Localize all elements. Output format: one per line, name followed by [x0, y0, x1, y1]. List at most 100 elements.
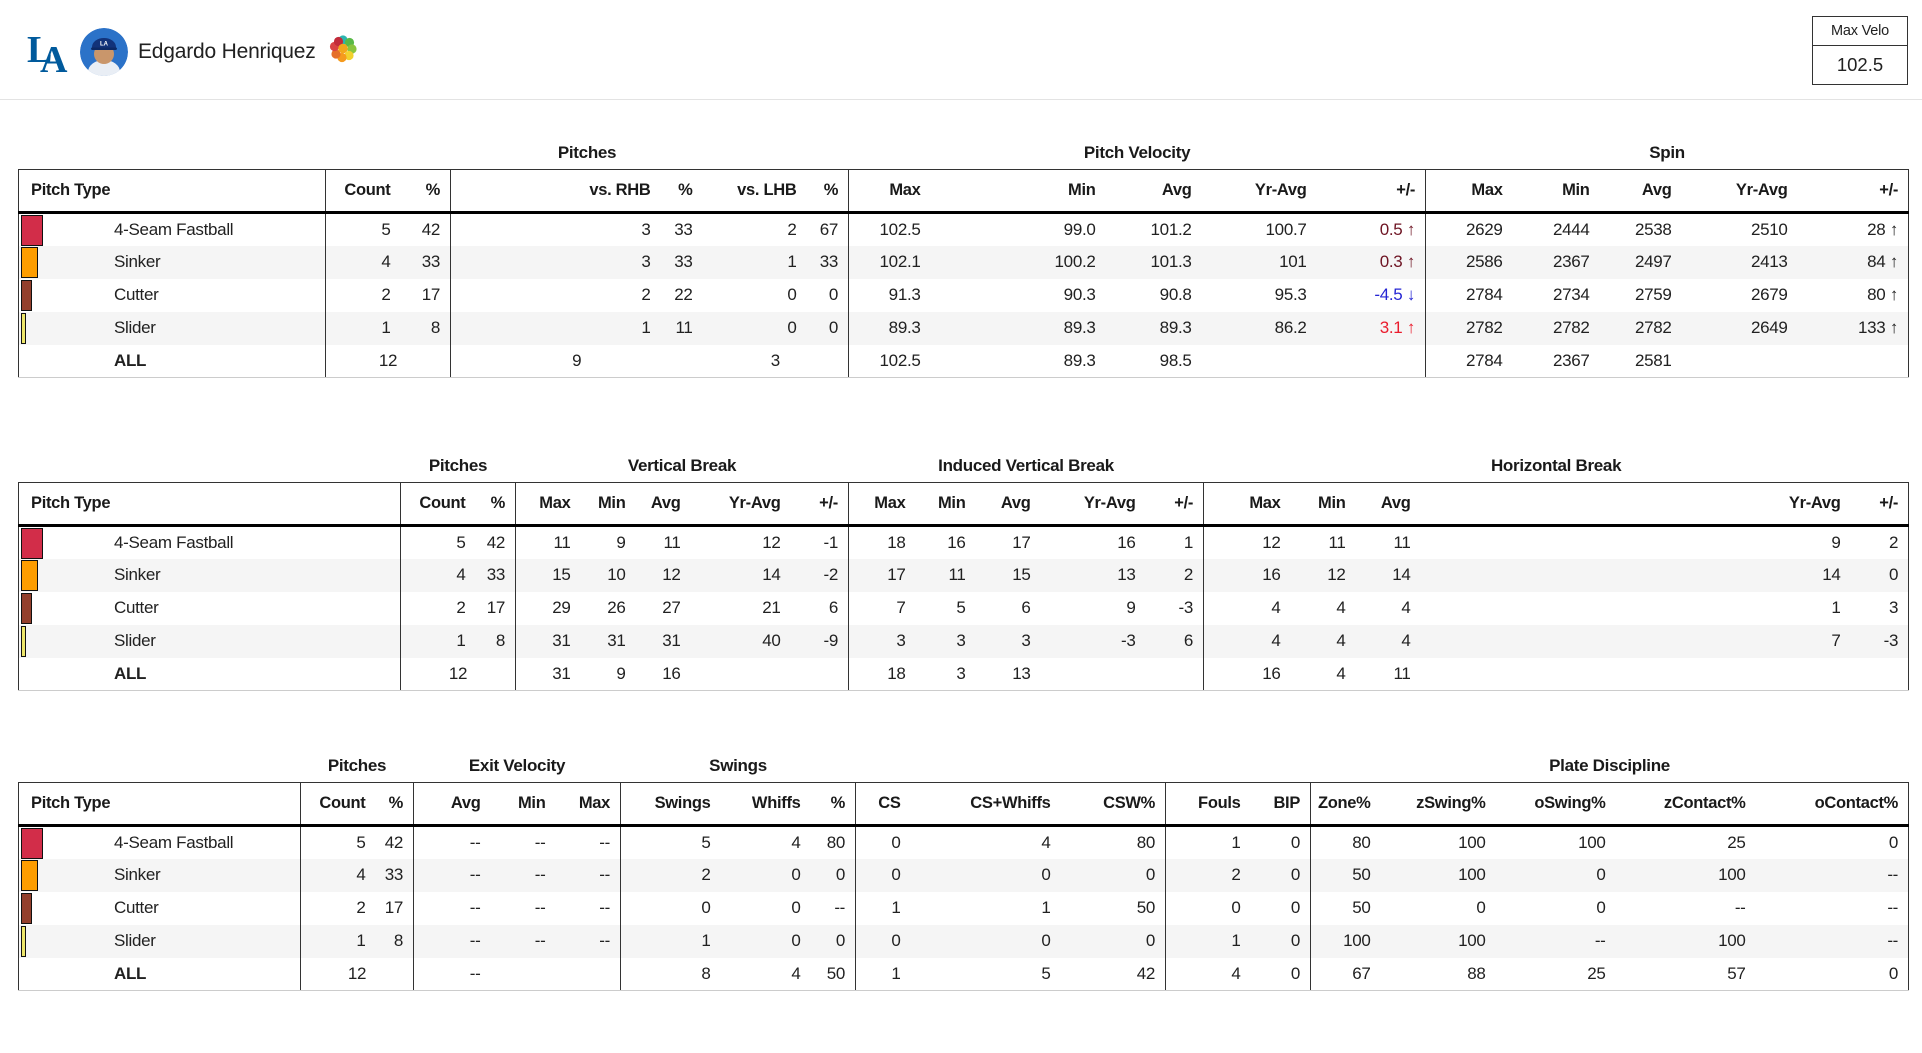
- stat-cell: 9: [580, 657, 636, 691]
- stat-cell: 4: [720, 957, 811, 991]
- column-header: Yr-Avg: [1201, 169, 1317, 214]
- stat-cell: 2784: [1425, 344, 1513, 378]
- stat-cell: 2538: [1634, 219, 1672, 239]
- stat-cell: 2: [1183, 565, 1194, 584]
- group-header: Pitches: [557, 143, 617, 162]
- stat-cell: --: [1755, 891, 1910, 925]
- pitch-type-cell: Cutter: [18, 591, 401, 625]
- stat-cell: 80: [826, 832, 846, 852]
- pitch-type-name: Sinker: [114, 252, 161, 271]
- column-header: Min: [915, 482, 976, 527]
- stat-cell: 0: [1290, 832, 1301, 852]
- stat-cell: 86.2: [1274, 318, 1307, 337]
- stat-cell: 0.3 ↑: [1379, 252, 1416, 271]
- stat-cell: 80: [1136, 832, 1156, 852]
- stat-cell: 11: [1355, 657, 1421, 691]
- stat-cell: 80 ↑: [1797, 278, 1910, 312]
- column-header: Yr-Avg: [690, 482, 791, 527]
- stat-cell: --: [413, 825, 491, 859]
- stat-cell: [555, 957, 621, 991]
- stat-cell: 15: [515, 558, 581, 592]
- stat-cell: 29: [515, 591, 581, 625]
- table-row: Sinker 4 33 -- -- -- 2 0 0 0 0 0 2 0 50 100 0 100 --: [18, 858, 1910, 892]
- stat-cell: 2367: [1512, 344, 1600, 378]
- group-header-row: Pitches Exit Velocity Swings Plate Discipli…: [19, 753, 1909, 783]
- stat-cell: 11: [663, 532, 681, 552]
- stat-cell: [490, 957, 556, 991]
- stat-cell: 0: [1145, 931, 1156, 950]
- table-row: Cutter 2 17 29 26 27 21 6 7 5 6 9 -3 4 4 4 1 3: [18, 591, 1910, 625]
- stat-cell: 14: [762, 565, 781, 584]
- stat-cell: -1: [823, 532, 838, 552]
- pitch-color-swatch: [21, 892, 32, 924]
- column-header: Max: [515, 482, 581, 527]
- stat-cell: [1681, 344, 1798, 378]
- stat-cell: 4: [1336, 598, 1346, 617]
- column-header: CSW%: [1060, 782, 1166, 827]
- stat-cell: 12: [762, 532, 781, 552]
- pitch-type-name: Slider: [114, 631, 156, 650]
- group-header: [19, 753, 301, 783]
- stat-cell: 2629: [1425, 212, 1513, 246]
- column-header: CS+Whiffs: [910, 782, 1061, 827]
- column-header: Avg: [975, 482, 1041, 527]
- column-header-row: Pitch Type Count% vs. RHB% vs. LHB% Max Min Av…: [18, 169, 1910, 214]
- stat-cell: 16: [947, 532, 966, 552]
- stat-cell: 1: [787, 252, 797, 271]
- stat-cell: --: [1755, 858, 1910, 892]
- stat-cell: 14: [1822, 565, 1841, 584]
- stat-cell: 0: [828, 318, 839, 337]
- stat-cell: 89.3: [848, 311, 931, 345]
- column-header: Yr-Avg: [1040, 482, 1146, 527]
- column-header: CS: [855, 782, 911, 827]
- pitch-color-swatch: [21, 279, 32, 311]
- table-row: Slider 1 8 31 31 31 40 -9 3 3 3 -3 6 4 4 4 7 -3: [18, 624, 1910, 658]
- stat-cell: 15: [1012, 565, 1031, 584]
- stat-cell: 4: [1401, 598, 1411, 617]
- column-header: Min: [1512, 169, 1600, 214]
- svg-text:LA: LA: [100, 42, 109, 48]
- stat-cell: 2: [787, 219, 797, 239]
- stat-cell: 0: [791, 898, 801, 917]
- stat-cell: -4.5 ↓: [1374, 285, 1416, 304]
- stat-cell: 2581: [1599, 344, 1682, 378]
- stat-cell: 33: [421, 252, 441, 271]
- stat-cell: 4: [400, 558, 476, 592]
- pitch-color-swatch: [21, 312, 26, 344]
- stat-cell: 5: [910, 957, 1061, 991]
- stat-cell: 4: [791, 832, 801, 852]
- stat-cell: 2497: [1634, 252, 1672, 271]
- table-row: Cutter 2 17 2 22 0 0 91.3 90.3 90.8 95.3 -4.5 ↓ 2784…: [18, 278, 1910, 312]
- stat-cell: 7: [1831, 631, 1841, 650]
- column-header: Pitch Type: [18, 169, 326, 214]
- stat-cell: 0: [1041, 931, 1051, 950]
- stat-cell: 100: [1578, 832, 1606, 852]
- stat-cell: 2759: [1634, 285, 1672, 304]
- stat-cell: 2782: [1634, 318, 1672, 337]
- pitch-mix-cluster-icon: [329, 35, 357, 63]
- pitch-type-cell: 4-Seam Fastball: [18, 212, 326, 246]
- stat-cell: 0: [828, 285, 839, 304]
- stat-cell: 3.1 ↑: [1379, 318, 1416, 337]
- stat-cell: 9: [1831, 532, 1841, 552]
- stat-cell: 2679: [1750, 285, 1788, 304]
- stat-cell: --: [413, 858, 491, 892]
- column-header: zContact%: [1615, 782, 1756, 827]
- pitch-type-cell: Cutter: [18, 891, 301, 925]
- stat-cell: --: [534, 865, 546, 884]
- stat-cell: 1: [1041, 898, 1051, 917]
- column-header: vs. RHB: [450, 169, 661, 214]
- column-header: Zone%: [1310, 782, 1381, 827]
- movement-table: Pitches Vertical Break Induced Vertical Br…: [18, 453, 1910, 691]
- pitch-color-swatch: [21, 828, 43, 859]
- stat-cell: 1: [1831, 598, 1841, 617]
- summary-label: ALL: [18, 344, 326, 378]
- stat-cell: 16: [1203, 558, 1291, 592]
- column-header: Min: [930, 169, 1106, 214]
- column-header: Pitch Type: [18, 482, 401, 527]
- stat-cell: 0: [855, 924, 911, 958]
- svg-text:L: L: [27, 29, 52, 71]
- stat-cell: 28 ↑: [1797, 212, 1910, 246]
- stat-cell: 2: [400, 591, 476, 625]
- group-header: Swings: [709, 756, 767, 775]
